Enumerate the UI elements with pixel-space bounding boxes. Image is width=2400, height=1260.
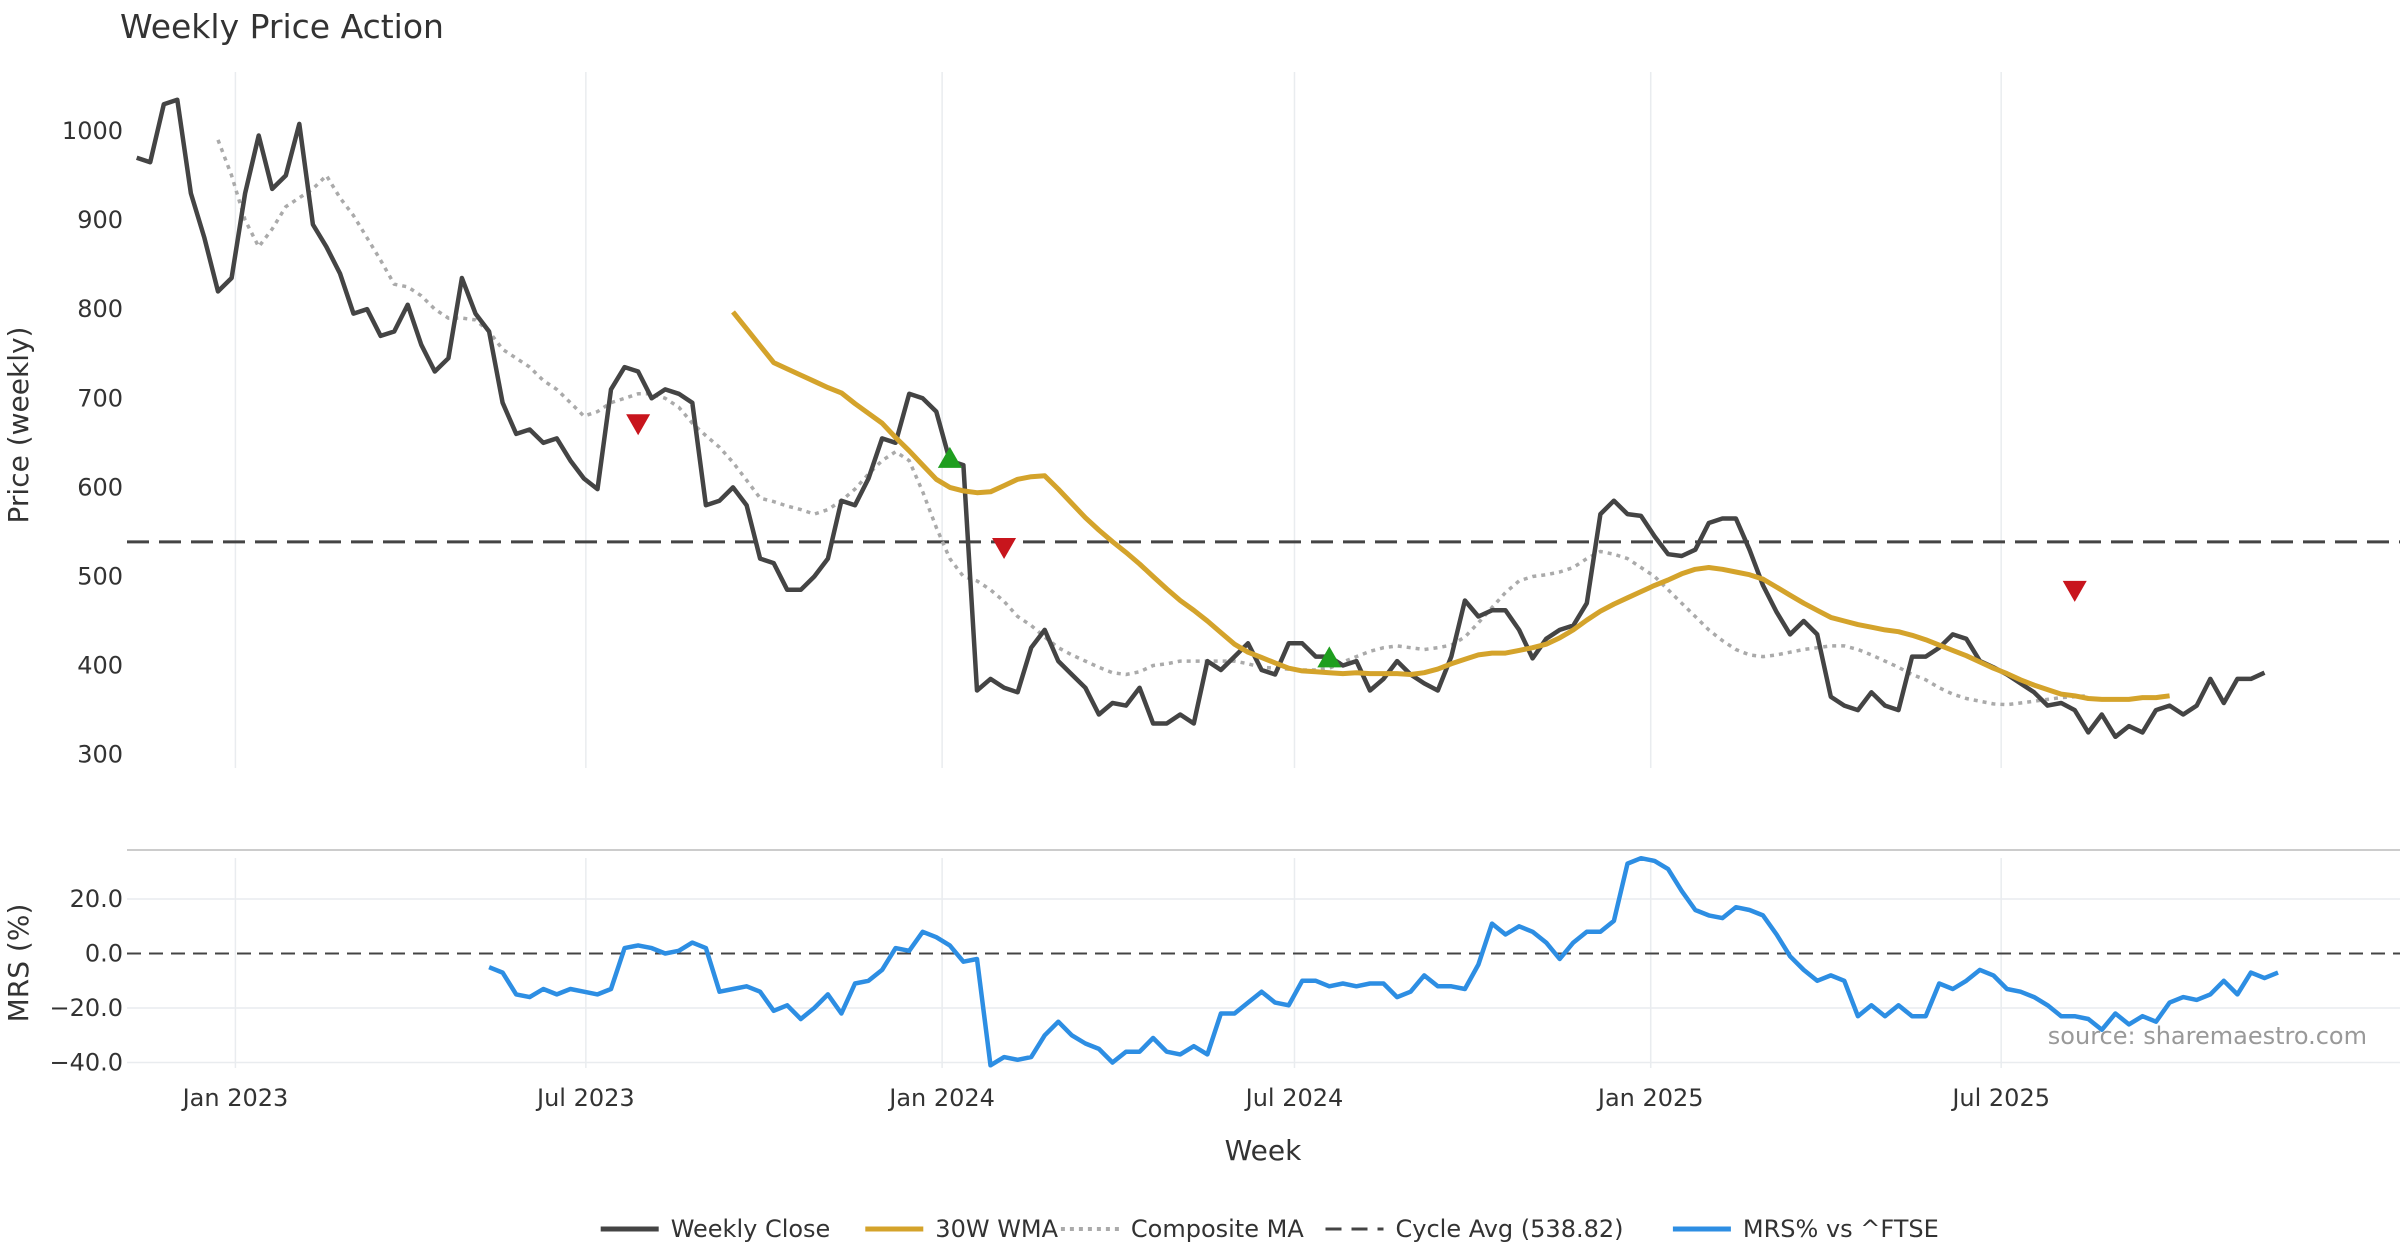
weekly-close-line xyxy=(135,97,2266,740)
mrs-axis-title: MRS (%) xyxy=(2,904,35,1023)
price-y-tick-label: 1000 xyxy=(62,117,123,145)
x-tick-label: Jan 2024 xyxy=(887,1084,995,1112)
legend-label: Composite MA xyxy=(1131,1215,1304,1243)
buy-signal-marker xyxy=(937,446,962,468)
legend-label: 30W WMA xyxy=(935,1215,1058,1243)
price-axis-title: Price (weekly) xyxy=(2,327,35,524)
mrs-y-tick-label: 20.0 xyxy=(70,885,123,913)
legend-label: Cycle Avg (538.82) xyxy=(1396,1215,1624,1243)
mrs-y-tick-label: −20.0 xyxy=(49,994,123,1022)
legend-label: Weekly Close xyxy=(671,1215,831,1243)
grid-layer xyxy=(127,72,2400,1068)
composite-ma-line xyxy=(216,139,2089,707)
buy-signal-marker xyxy=(1317,646,1342,668)
x-tick-label: Jan 2025 xyxy=(1596,1084,1704,1112)
sell-signal-marker xyxy=(2062,580,2087,602)
axes: Jan 2023 Jul 2023 Jan 2024 Jul 2024 Jan 2025… xyxy=(49,117,2050,1112)
source-label: source: sharemaestro.com xyxy=(2048,1022,2367,1050)
price-y-tick-label: 800 xyxy=(77,295,123,323)
mrs-y-tick-label: −40.0 xyxy=(49,1049,123,1077)
price-y-tick-label: 700 xyxy=(77,384,123,412)
sell-signal-marker xyxy=(626,414,651,436)
x-axis-title: Week xyxy=(1225,1134,1302,1167)
x-tick-label: Jul 2023 xyxy=(535,1084,635,1112)
price-y-tick-label: 400 xyxy=(77,652,123,680)
wma-line xyxy=(731,310,2170,702)
price-panel xyxy=(127,97,2400,740)
legend: Weekly Close 30W WMA Composite MA Cycle Avg… xyxy=(600,1215,1939,1243)
price-y-tick-label: 600 xyxy=(77,473,123,501)
price-y-tick-label: 900 xyxy=(77,206,123,234)
price-y-tick-label: 300 xyxy=(77,741,123,769)
sell-signal-marker xyxy=(992,538,1017,560)
mrs-panel xyxy=(127,855,2400,1068)
x-tick-label: Jul 2025 xyxy=(1950,1084,2050,1112)
price-y-tick-label: 500 xyxy=(77,562,123,590)
mrs-line xyxy=(488,855,2279,1068)
chart-title: Weekly Price Action xyxy=(120,7,444,46)
mrs-y-tick-label: 0.0 xyxy=(85,940,123,968)
legend-label: MRS% vs ^FTSE xyxy=(1743,1215,1939,1243)
x-tick-label: Jul 2024 xyxy=(1244,1084,1344,1112)
x-tick-label: Jan 2023 xyxy=(181,1084,289,1112)
